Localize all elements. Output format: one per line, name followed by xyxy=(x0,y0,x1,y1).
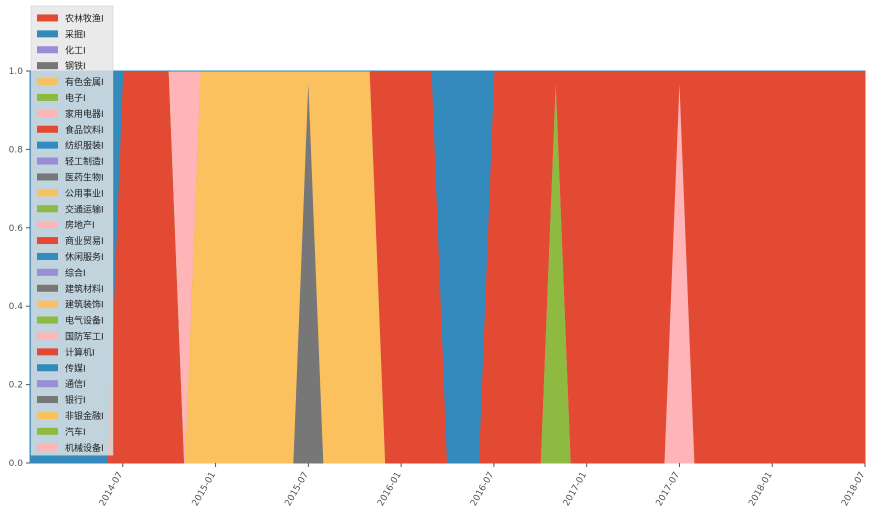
legend-label: 纺织服装I xyxy=(65,140,104,152)
legend-label: 轻工制造I xyxy=(65,156,104,168)
legend-swatch xyxy=(37,30,58,38)
legend-label: 建筑装饰I xyxy=(65,299,104,311)
legend-swatch xyxy=(37,125,58,133)
legend-swatch xyxy=(37,364,58,372)
x-tick-label: 2017-01 xyxy=(562,471,589,509)
x-axis: 2014-07 2015-01 2015-07 2016-01 2016-07 2017-… xyxy=(98,463,868,508)
y-tick-label: 0.8 xyxy=(9,145,24,155)
y-tick-label: 0.4 xyxy=(9,302,24,312)
legend-swatch xyxy=(37,46,58,54)
legend-swatch xyxy=(37,443,58,451)
legend-swatch xyxy=(37,62,58,70)
area-series-group xyxy=(29,70,866,464)
legend: 农林牧渔I 采掘I 化工I 钢铁I 有色金属I 电子I 家用电器I 食品饮料I 纺织服装I 轻工制… xyxy=(30,5,114,456)
y-tick-label: 0.6 xyxy=(9,224,24,234)
legend-label: 钢铁I xyxy=(65,60,86,72)
legend-swatch xyxy=(37,284,58,292)
y-tick-label: 1.0 xyxy=(9,67,24,77)
legend-swatch xyxy=(37,14,58,22)
x-tick-label: 2016-07 xyxy=(469,471,496,509)
legend-swatch xyxy=(37,316,58,324)
legend-swatch xyxy=(37,189,58,197)
x-tick-label: 2014-07 xyxy=(98,471,125,509)
legend-swatch xyxy=(37,141,58,149)
legend-label: 通信I xyxy=(65,378,86,390)
legend-label: 有色金属I xyxy=(65,76,104,88)
legend-label: 食品饮料I xyxy=(65,124,104,136)
legend-label: 建筑材料I xyxy=(65,283,104,295)
legend-label: 农林牧渔I xyxy=(65,12,104,24)
legend-label: 非银金融I xyxy=(65,410,104,422)
legend-label: 公用事业I xyxy=(65,187,104,199)
legend-swatch xyxy=(37,237,58,245)
legend-label: 传媒I xyxy=(65,362,86,374)
legend-label: 休闲服务I xyxy=(65,251,104,263)
y-tick-label: 0.0 xyxy=(9,459,24,469)
legend-label: 电气设备I xyxy=(65,315,104,327)
legend-swatch xyxy=(37,380,58,388)
y-tick-label: 0.2 xyxy=(9,381,23,391)
legend-label: 商业贸易I xyxy=(65,235,104,247)
legend-label: 交通运输I xyxy=(65,203,104,215)
legend-swatch xyxy=(37,157,58,165)
x-tick-label: 2018-07 xyxy=(840,471,867,509)
legend-label: 机械设备I xyxy=(65,442,104,454)
legend-swatch xyxy=(37,268,58,276)
legend-swatch xyxy=(37,173,58,181)
x-tick-label: 2017-07 xyxy=(655,471,682,509)
legend-label: 采掘I xyxy=(65,28,86,40)
x-tick-label: 2016-01 xyxy=(376,471,403,509)
legend-label: 银行I xyxy=(65,394,86,406)
legend-label: 国防军工I xyxy=(65,330,104,342)
legend-label: 房地产I xyxy=(65,219,95,231)
x-tick-label: 2015-01 xyxy=(191,471,218,509)
legend-label: 综合I xyxy=(65,267,86,279)
y-axis: 0.0 0.2 0.4 0.6 0.8 1.0 xyxy=(9,67,30,469)
legend-label: 家用电器I xyxy=(65,108,104,120)
legend-label: 医药生物I xyxy=(65,171,104,183)
legend-swatch xyxy=(37,221,58,229)
legend-label: 电子I xyxy=(65,92,86,104)
legend-swatch xyxy=(37,205,58,213)
x-tick-label: 2015-07 xyxy=(283,471,310,509)
legend-swatch xyxy=(37,252,58,260)
legend-swatch xyxy=(37,396,58,404)
legend-label: 计算机I xyxy=(65,346,95,358)
legend-label: 化工I xyxy=(65,44,86,56)
legend-label: 汽车I xyxy=(65,426,86,438)
legend-swatch xyxy=(37,109,58,117)
legend-swatch xyxy=(37,348,58,356)
legend-swatch xyxy=(37,78,58,86)
legend-swatch xyxy=(37,427,58,435)
legend-swatch xyxy=(37,300,58,308)
legend-swatch xyxy=(37,332,58,340)
area-series-8 xyxy=(30,70,865,464)
legend-swatch xyxy=(37,411,58,419)
legend-swatch xyxy=(37,93,58,101)
x-tick-label: 2018-01 xyxy=(747,471,774,509)
